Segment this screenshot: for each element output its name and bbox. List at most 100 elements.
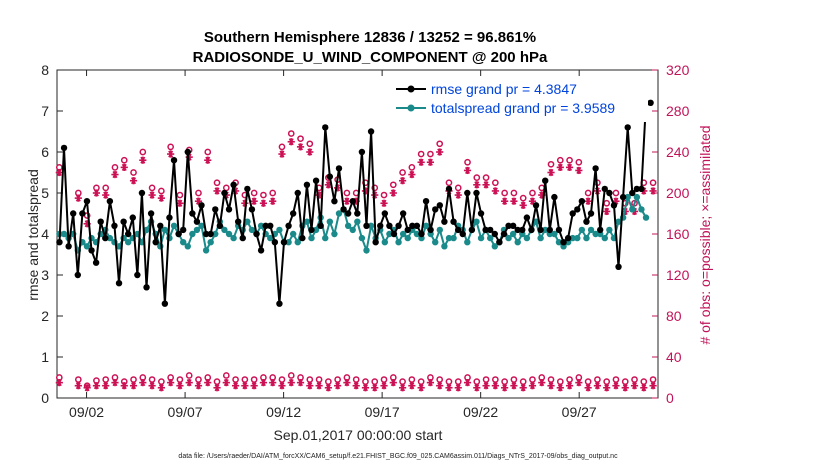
rmse-point xyxy=(422,198,430,205)
assimilated-obs-marker xyxy=(278,150,286,158)
totalspread-point xyxy=(606,226,613,234)
possible-obs-marker xyxy=(612,189,620,197)
assimilated-obs-marker xyxy=(603,384,611,392)
assimilated-obs-marker xyxy=(371,384,379,392)
possible-obs-marker xyxy=(158,187,165,195)
rmse-point xyxy=(409,222,416,229)
rmse-point xyxy=(161,300,169,307)
totalspread-point xyxy=(574,234,581,242)
assimilated-obs-marker xyxy=(157,194,165,202)
totalspread-point xyxy=(257,222,265,229)
y2-axis-label: # of obs: o=possible; ×=assimilated xyxy=(697,125,713,344)
assimilated-obs-marker xyxy=(74,194,82,202)
totalspread-point xyxy=(523,234,531,242)
assimilated-obs-marker xyxy=(241,382,249,390)
rmse-point xyxy=(285,222,292,229)
assimilated-obs-marker xyxy=(222,379,230,387)
y2-tick-label: 40 xyxy=(666,349,682,365)
assimilated-obs-marker xyxy=(380,382,388,390)
totalspread-point xyxy=(354,218,361,225)
rmse-point xyxy=(152,239,159,246)
possible-obs-marker xyxy=(510,189,518,197)
assimilated-obs-marker xyxy=(315,382,323,390)
assimilated-obs-marker xyxy=(296,143,305,151)
assimilated-obs-marker xyxy=(352,382,360,390)
y-tick-label: 7 xyxy=(41,103,49,119)
rmse-point xyxy=(377,222,384,229)
rmse-point xyxy=(395,222,402,229)
y-tick-label: 8 xyxy=(41,62,49,78)
totalspread-point xyxy=(587,226,595,234)
rmse-point xyxy=(134,271,141,279)
assimilated-obs-marker xyxy=(510,197,518,205)
totalspread-point xyxy=(441,243,448,250)
totalspread-point xyxy=(642,214,650,221)
rmse-point xyxy=(230,181,237,188)
totalspread-point xyxy=(143,226,150,234)
rmse-point xyxy=(166,214,173,221)
assimilated-obs-marker xyxy=(204,379,212,387)
totalspread-point xyxy=(537,234,544,242)
assimilated-obs-marker xyxy=(454,191,462,199)
assimilated-obs-marker xyxy=(473,384,481,392)
rmse-point xyxy=(445,185,453,193)
rmse-point xyxy=(157,222,164,229)
rmse-point xyxy=(65,243,72,250)
y-axis-label: rmse and totalspread xyxy=(25,169,41,301)
possible-obs-marker xyxy=(584,189,592,197)
totalspread-point xyxy=(583,234,590,242)
rmse-point xyxy=(372,239,379,246)
assimilated-obs-marker xyxy=(306,382,314,390)
possible-obs-marker xyxy=(167,143,174,151)
rmse-point xyxy=(633,185,641,193)
assimilated-obs-marker xyxy=(129,177,138,185)
rmse-point xyxy=(202,230,210,238)
rmse-point xyxy=(496,239,503,246)
possible-obs-marker xyxy=(213,179,221,187)
rmse-point xyxy=(138,189,146,197)
possible-obs-marker xyxy=(287,130,295,137)
totalspread-point xyxy=(312,226,320,234)
totalspread-point xyxy=(399,230,407,238)
rmse-point xyxy=(271,239,279,246)
rmse-point xyxy=(344,210,352,217)
rmse-point xyxy=(482,226,489,234)
assimilated-obs-marker xyxy=(556,163,564,171)
rmse-point xyxy=(193,218,201,225)
rmse-point xyxy=(519,226,526,234)
rmse-point xyxy=(106,198,114,205)
y-tick-label: 1 xyxy=(41,349,49,365)
y-tick-label: 0 xyxy=(41,390,49,406)
assimilated-obs-marker xyxy=(259,199,268,207)
rmse-point xyxy=(239,234,246,242)
possible-obs-marker xyxy=(111,164,119,171)
totalspread-point xyxy=(285,239,292,246)
rmse-point xyxy=(212,206,219,213)
totalspread-point xyxy=(445,234,453,242)
assimilated-obs-marker xyxy=(296,379,305,387)
assimilated-obs-marker xyxy=(380,199,388,207)
assimilated-obs-marker xyxy=(584,384,592,392)
rmse-point xyxy=(79,210,86,217)
assimilated-obs-marker xyxy=(398,177,407,185)
possible-obs-marker xyxy=(417,150,425,158)
rmse-point xyxy=(418,230,425,238)
rmse-point xyxy=(555,226,563,234)
assimilated-obs-marker xyxy=(194,382,203,390)
possible-obs-marker xyxy=(195,189,202,197)
rmse-point xyxy=(477,210,485,217)
assimilated-obs-marker xyxy=(528,382,537,390)
totalspread-point xyxy=(326,218,334,225)
rmse-point xyxy=(170,157,178,164)
rmse-point xyxy=(308,226,315,234)
possible-obs-marker xyxy=(482,174,490,181)
assimilated-obs-marker xyxy=(287,379,295,387)
assimilated-obs-marker xyxy=(398,384,407,392)
possible-obs-marker xyxy=(185,372,193,379)
totalspread-point xyxy=(349,226,356,234)
possible-obs-marker xyxy=(519,194,527,202)
rmse-point xyxy=(70,210,77,217)
possible-obs-marker xyxy=(566,156,573,164)
assimilated-obs-marker xyxy=(510,382,518,390)
